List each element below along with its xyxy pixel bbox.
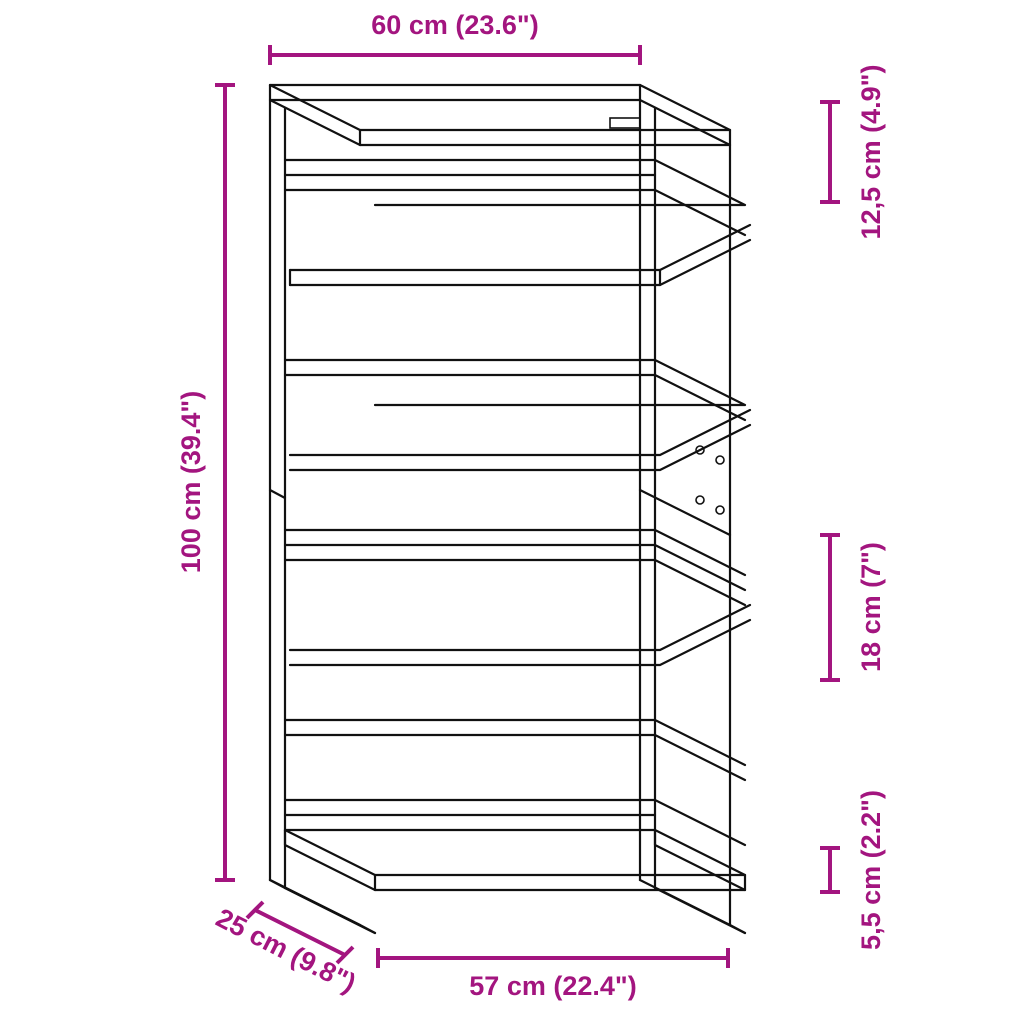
dim-mid-gap: 18 cm (7") bbox=[820, 535, 886, 680]
dimensions: 60 cm (23.6") 100 cm (39.4") 25 cm (9.8"… bbox=[176, 10, 886, 1001]
dim-height-label: 100 cm (39.4") bbox=[176, 391, 206, 573]
dim-top-width-label: 60 cm (23.6") bbox=[371, 10, 538, 40]
dim-bottom-gap-label: 5,5 cm (2.2") bbox=[856, 790, 886, 950]
dim-top-gap: 12,5 cm (4.9") bbox=[820, 65, 886, 240]
dim-bottom-gap: 5,5 cm (2.2") bbox=[820, 790, 886, 950]
dim-top-gap-label: 12,5 cm (4.9") bbox=[856, 65, 886, 240]
product-drawing bbox=[270, 85, 750, 933]
dim-depth: 25 cm (9.8") bbox=[211, 902, 360, 999]
dim-top-width: 60 cm (23.6") bbox=[270, 10, 640, 65]
dimension-diagram: 60 cm (23.6") 100 cm (39.4") 25 cm (9.8"… bbox=[0, 0, 1024, 1024]
dim-mid-gap-label: 18 cm (7") bbox=[856, 542, 886, 672]
dim-inner-width-label: 57 cm (22.4") bbox=[469, 971, 636, 1001]
dim-inner-width: 57 cm (22.4") bbox=[378, 948, 728, 1001]
dim-height: 100 cm (39.4") bbox=[176, 85, 235, 880]
